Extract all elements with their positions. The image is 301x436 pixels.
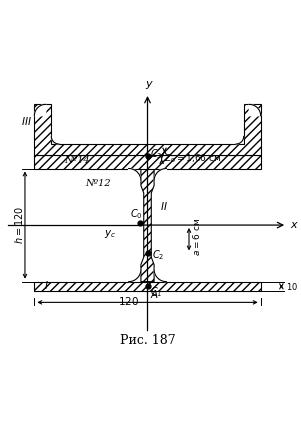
Polygon shape: [129, 168, 141, 181]
Text: $h=120$: $h=120$: [13, 206, 25, 244]
Polygon shape: [249, 104, 261, 116]
Polygon shape: [34, 104, 46, 116]
Bar: [34, 282, 261, 291]
Text: $A$: $A$: [150, 288, 159, 300]
Polygon shape: [154, 269, 166, 282]
Text: $III$: $III$: [21, 116, 32, 127]
Text: $y$: $y$: [145, 79, 154, 91]
Text: $C_1$: $C_1$: [150, 286, 163, 299]
Text: $120$: $120$: [118, 296, 139, 307]
Text: $y_c$: $y_c$: [104, 228, 116, 240]
Text: Рис. 187: Рис. 187: [120, 334, 175, 347]
Text: Nº14: Nº14: [64, 157, 90, 166]
Text: $C_0$: $C_0$: [130, 208, 143, 221]
Text: $C_3$: $C_3$: [150, 147, 163, 161]
Polygon shape: [236, 136, 244, 144]
Polygon shape: [154, 168, 166, 181]
Text: $I$: $I$: [44, 279, 48, 291]
Polygon shape: [129, 269, 141, 282]
Text: $II$: $II$: [160, 200, 168, 212]
Text: $Z_0=1{,}66$ см: $Z_0=1{,}66$ см: [164, 153, 222, 165]
Polygon shape: [34, 104, 261, 155]
Text: $a=6$ см: $a=6$ см: [191, 218, 202, 256]
Text: Nº12: Nº12: [86, 179, 111, 188]
Text: $C_2$: $C_2$: [152, 249, 165, 262]
Polygon shape: [141, 168, 154, 282]
Polygon shape: [51, 136, 59, 144]
Bar: [34, 155, 261, 168]
Text: $10$: $10$: [286, 281, 298, 292]
Text: $x$: $x$: [290, 220, 299, 230]
